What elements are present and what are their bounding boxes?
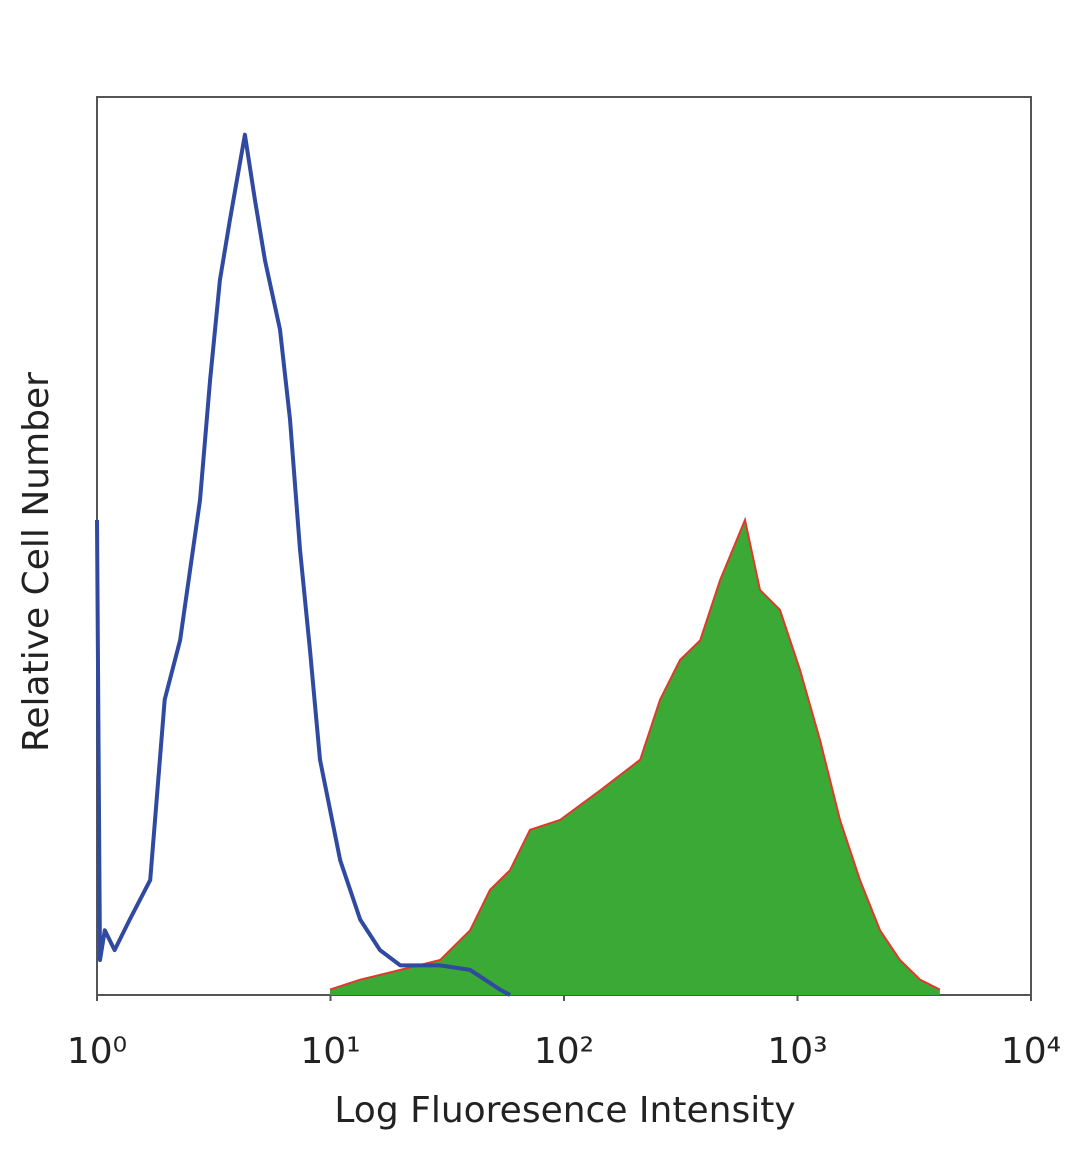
histogram-edge xyxy=(329,516,941,991)
histogram-outline xyxy=(95,132,511,997)
x-tick-label: 10² xyxy=(534,1031,594,1072)
x-tick-label: 10⁴ xyxy=(1001,1031,1061,1072)
x-axis-label: Log Fluoresence Intensity xyxy=(334,1090,795,1131)
x-tick-label: 10³ xyxy=(767,1031,827,1072)
y-axis-label: Relative Cell Number xyxy=(16,372,57,752)
x-tick-label: 10¹ xyxy=(300,1031,360,1072)
histogram-area xyxy=(330,520,940,995)
x-tick-label: 10⁰ xyxy=(67,1031,127,1072)
